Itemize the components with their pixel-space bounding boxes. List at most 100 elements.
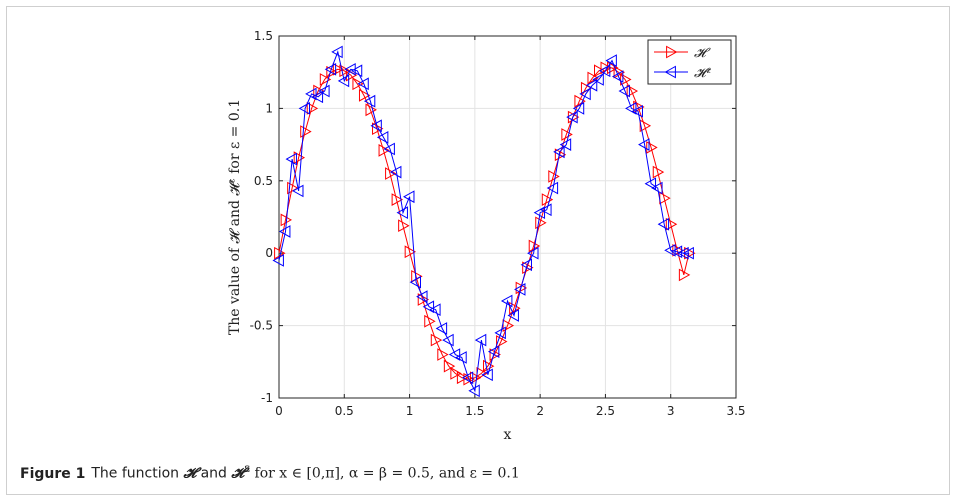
series-1-point (332, 62, 345, 76)
series-1-point (496, 335, 508, 348)
series-1-point (326, 65, 338, 79)
series-1-point (522, 261, 534, 275)
series-2-point (657, 217, 670, 231)
series-2-point (605, 54, 617, 67)
series-2-point (298, 102, 311, 115)
series-2-point (370, 119, 382, 133)
series-2-point (682, 246, 694, 260)
axes-box (278, 35, 737, 399)
series-1-point (594, 64, 606, 78)
series-1-point (398, 219, 410, 233)
series-1-point (665, 217, 678, 231)
caption-text-1: The function (91, 465, 184, 482)
series-1-point (652, 165, 665, 179)
series-2-point (579, 87, 591, 101)
series-2-point (474, 333, 487, 347)
x-tick-label: 1.5 (465, 404, 484, 418)
series-2-point (611, 70, 624, 83)
series-2-point (540, 203, 552, 217)
series-2-point (324, 62, 337, 76)
x-tick-label: 0 (275, 404, 283, 418)
line-chart: 0 0.5 1 1.5 2 2.5 3 3.5 -1 -0.5 0 0.5 1 1.5 x The value… (227, 29, 746, 443)
series-2-point (331, 45, 343, 59)
series-2-point (350, 64, 363, 78)
series-1-point (646, 141, 658, 154)
series-2-point (651, 181, 663, 195)
series-1-point (554, 148, 567, 162)
series-2-point (337, 74, 350, 88)
series-1-point (385, 167, 397, 180)
series-1-point (443, 359, 456, 373)
figure-frame-top (6, 6, 950, 7)
series-2-point (416, 290, 428, 303)
series-2-point (448, 348, 461, 361)
y-axis-label: The value of 𝓗 and 𝓗ᵋ for ε = 0.1 (227, 99, 243, 335)
series-1-point (541, 193, 554, 206)
series-2-point (383, 142, 395, 156)
series-line-1 (278, 67, 690, 380)
x-tick-label: 2 (536, 404, 544, 418)
series-2-point (422, 300, 435, 314)
x-tick-label: 1 (406, 404, 414, 418)
series-2-point (546, 181, 559, 195)
series-2-point (292, 184, 304, 198)
series-1-point (352, 77, 364, 91)
series-1-point (678, 268, 691, 282)
series-2-point (389, 165, 402, 179)
series-line-2 (278, 50, 689, 393)
series-1-point (515, 281, 528, 295)
plot-area (279, 36, 736, 398)
series-2-point (572, 102, 585, 115)
series-2-point (520, 258, 532, 272)
y-tick-label: 1 (265, 101, 273, 115)
series-1-point (567, 110, 580, 124)
y-tick-label: 1.5 (254, 29, 273, 43)
series-2-point (396, 206, 408, 220)
series-2-point (598, 64, 611, 78)
series-2-point (461, 371, 474, 385)
series-1-point (358, 89, 371, 102)
series-1-point (535, 216, 547, 230)
caption-superscript-eps: ε (244, 461, 251, 475)
series-1-point (548, 170, 560, 183)
series-1-point (430, 333, 443, 347)
series-1-point (463, 372, 475, 386)
x-tick-label: 3.5 (726, 404, 745, 418)
legend-box (647, 39, 732, 85)
series-1-point (574, 94, 586, 108)
caption-symbol-h-eps: 𝓗 (231, 465, 245, 482)
series-2-point (533, 206, 546, 220)
series-2-point (272, 254, 284, 267)
series-2-point (278, 225, 291, 238)
series-2-point (494, 326, 506, 340)
series-2-point (318, 84, 330, 98)
series-2-point (559, 138, 572, 151)
caption-text-2: and (196, 465, 232, 482)
figure-frame (6, 6, 950, 495)
series-1-point (489, 348, 501, 361)
series-1-point (626, 84, 639, 98)
series-2-point (566, 110, 578, 124)
series-2-point (592, 73, 604, 86)
series-1-point (561, 128, 573, 141)
series-2-point (442, 333, 454, 347)
series-2-point (311, 90, 324, 104)
series-1-point (469, 371, 482, 385)
series-2-point (618, 84, 630, 98)
series-2-point (455, 351, 467, 364)
series-1-point (587, 71, 599, 85)
series-2-point (376, 131, 389, 144)
series-2-point (527, 246, 539, 260)
series-1-point (339, 64, 351, 78)
series-2-point (481, 368, 493, 382)
series-2-point (357, 77, 369, 91)
series-1-point (378, 144, 390, 157)
series-2-point (468, 384, 480, 398)
caption-text-3: for x ∈ [0,π], α = β = 0.5, and ε = 0.1 (250, 465, 520, 482)
series-1-point (306, 102, 319, 115)
series-2-point (585, 78, 598, 92)
series-2-point (429, 303, 441, 317)
series-1-point (509, 301, 521, 315)
figure-caption: Figure 1 The function 𝓗 and 𝓗ε for x ∈ [0… (20, 461, 520, 482)
series-1-point (456, 371, 469, 385)
